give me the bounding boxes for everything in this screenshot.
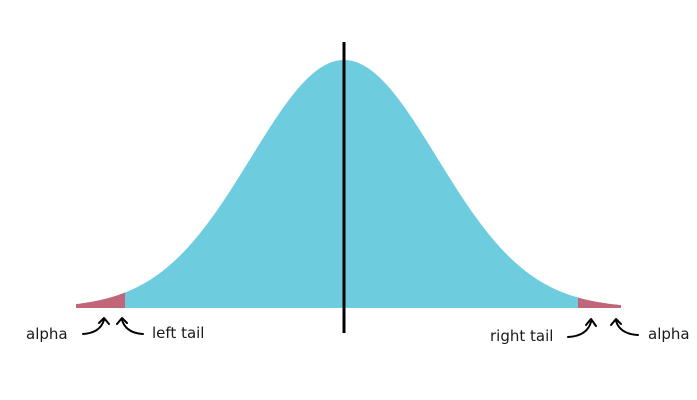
alpha-right-label: alpha — [648, 325, 690, 343]
alpha-left-label: alpha — [26, 325, 68, 343]
curved-arrow-icon — [610, 318, 622, 326]
curved-arrow-icon — [567, 321, 592, 338]
curved-arrow-icon — [585, 318, 597, 327]
left-tail-region — [76, 292, 125, 308]
curved-arrow-icon — [98, 317, 110, 325]
left-tail-label: left tail — [152, 324, 204, 342]
curved-arrow-icon — [121, 319, 144, 335]
curved-arrow-icon — [116, 317, 128, 325]
curved-arrow-icon — [82, 319, 105, 335]
right-tail-region — [578, 297, 621, 308]
curved-arrow-icon — [615, 320, 639, 336]
right-tail-label: right tail — [490, 327, 553, 345]
distribution-body — [125, 60, 578, 308]
